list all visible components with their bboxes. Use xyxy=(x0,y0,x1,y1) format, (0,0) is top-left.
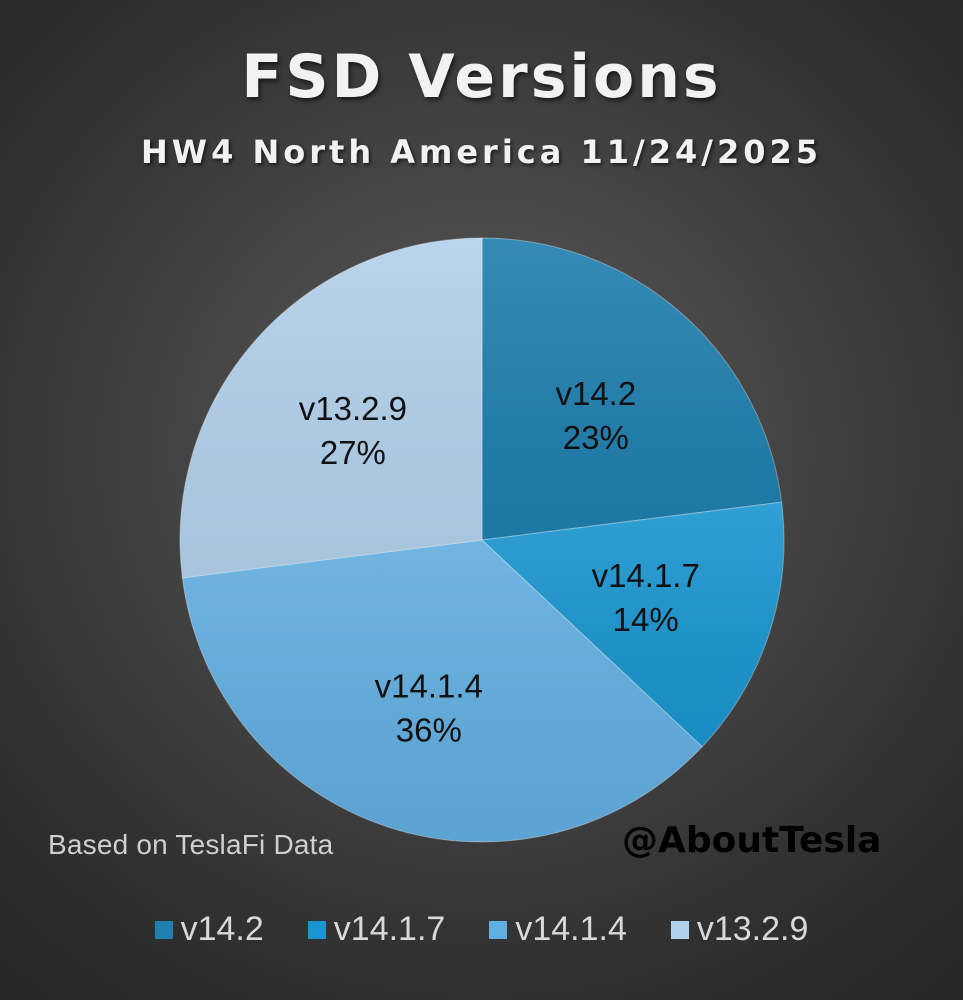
legend-swatch xyxy=(670,920,689,939)
legend-item-v14-1-7: v14.1.7 xyxy=(307,910,446,949)
legend-item-v14-1-4: v14.1.4 xyxy=(489,910,627,949)
data-label-percent-v14-2: 23% xyxy=(563,419,629,456)
pie-data-labels: v14.2 23% v14.1.7 14% v14.1.4 36% v13.2.9 27% xyxy=(299,375,700,749)
data-label-percent-v14-1-7: 14% xyxy=(613,601,679,638)
data-label-category-v14-2: v14.2 xyxy=(555,375,636,412)
chart-subtitle: HW4 North America 11/24/2025 xyxy=(140,133,822,171)
legend-item-v13-2-9: v13.2.9 xyxy=(670,910,809,949)
legend-swatch xyxy=(489,920,508,939)
legend-label: v14.2 xyxy=(180,910,264,948)
legend-label: v13.2.9 xyxy=(696,910,809,948)
data-label-category-v13-2-9: v13.2.9 xyxy=(299,390,407,427)
chart-legend: v14.2 v14.1.7 v14.1.4 v13.2.9 xyxy=(0,910,963,949)
data-label-percent-v13-2-9: 27% xyxy=(320,434,386,471)
legend-label: v14.1.7 xyxy=(333,910,446,948)
data-label-category-v14-1-4: v14.1.4 xyxy=(375,668,483,705)
legend-swatch xyxy=(154,920,173,939)
watermark: @AboutTesla xyxy=(622,820,882,861)
source-note: Based on TeslaFi Data xyxy=(48,829,334,860)
legend-label: v14.1.4 xyxy=(515,910,627,948)
pie-slices xyxy=(179,237,785,843)
legend-item-v14-2: v14.2 xyxy=(154,910,264,949)
data-label-category-v14-1-7: v14.1.7 xyxy=(592,557,700,594)
chart-title: FSD Versions xyxy=(241,42,722,112)
data-label-percent-v14-1-4: 36% xyxy=(396,712,462,749)
legend-swatch xyxy=(307,920,326,939)
